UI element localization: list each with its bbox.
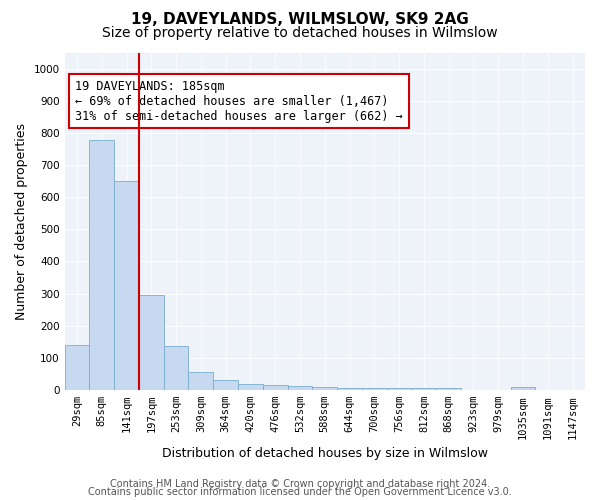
Bar [387, 388, 412, 390]
X-axis label: Distribution of detached houses by size in Wilmslow: Distribution of detached houses by size … [162, 447, 488, 460]
Bar [164, 346, 188, 390]
Text: 19 DAVEYLANDS: 185sqm
← 69% of detached houses are smaller (1,467)
31% of semi-d: 19 DAVEYLANDS: 185sqm ← 69% of detached … [75, 80, 403, 122]
Text: Size of property relative to detached houses in Wilmslow: Size of property relative to detached ho… [102, 26, 498, 40]
Bar [89, 140, 114, 390]
Bar [412, 388, 436, 390]
Bar [511, 387, 535, 390]
Bar [213, 380, 238, 390]
Bar [65, 345, 89, 390]
Bar [313, 388, 337, 390]
Bar [139, 295, 164, 390]
Text: Contains HM Land Registry data © Crown copyright and database right 2024.: Contains HM Land Registry data © Crown c… [110, 479, 490, 489]
Bar [188, 372, 213, 390]
Bar [337, 388, 362, 390]
Bar [114, 181, 139, 390]
Text: 19, DAVEYLANDS, WILMSLOW, SK9 2AG: 19, DAVEYLANDS, WILMSLOW, SK9 2AG [131, 12, 469, 28]
Text: Contains public sector information licensed under the Open Government Licence v3: Contains public sector information licen… [88, 487, 512, 497]
Bar [362, 388, 387, 390]
Y-axis label: Number of detached properties: Number of detached properties [15, 123, 28, 320]
Bar [238, 384, 263, 390]
Bar [287, 386, 313, 390]
Bar [263, 384, 287, 390]
Bar [436, 388, 461, 390]
